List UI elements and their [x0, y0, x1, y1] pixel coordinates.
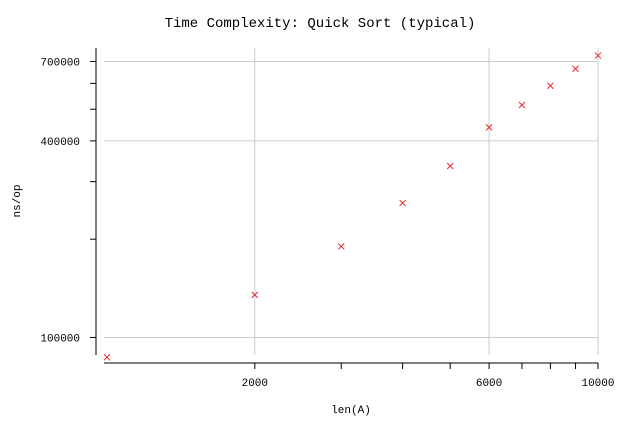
data-point [594, 52, 602, 59]
data-point [103, 353, 111, 361]
axes [95, 48, 598, 364]
x-axis-label: len(A) [331, 405, 371, 417]
x-tick-label: 2000 [242, 378, 268, 390]
data-point [518, 101, 526, 109]
grid-lines [104, 48, 599, 355]
ticks: 100000 400000 700000 2000 6000 10000 [40, 58, 614, 390]
y-tick-label: 400000 [40, 137, 80, 149]
data-point [572, 65, 579, 73]
data-point [337, 243, 345, 250]
data-point [485, 124, 493, 131]
y-tick-label: 100000 [40, 333, 80, 345]
data-point [547, 82, 554, 90]
x-tick-label: 10000 [581, 378, 614, 390]
data-point [251, 291, 259, 299]
data-point [399, 199, 406, 207]
data-points [103, 52, 602, 361]
y-tick-label: 700000 [40, 58, 80, 70]
data-point [446, 162, 454, 170]
x-tick-label: 6000 [476, 378, 502, 390]
chart-title: Time Complexity: Quick Sort (typical) [165, 16, 476, 32]
y-axis-label: ns/op [12, 184, 24, 217]
